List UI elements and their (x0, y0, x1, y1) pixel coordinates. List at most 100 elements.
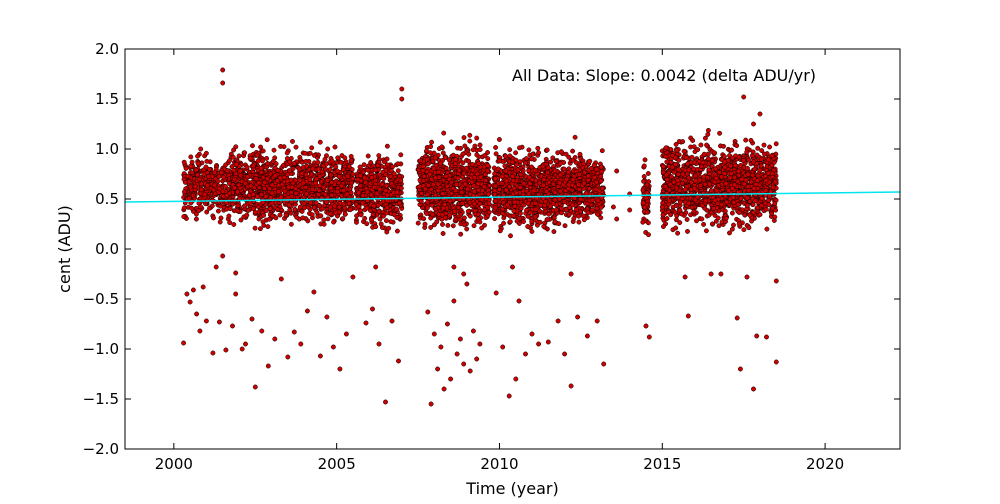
data-point (313, 180, 319, 186)
data-point (310, 166, 316, 172)
data-point (455, 175, 461, 181)
data-point (466, 158, 472, 164)
data-point (201, 171, 207, 177)
data-point (216, 174, 222, 180)
data-point (533, 206, 539, 212)
data-point (544, 147, 550, 153)
data-point (234, 161, 239, 167)
data-point (307, 150, 313, 156)
data-point (506, 184, 512, 190)
data-point (458, 145, 463, 151)
data-point (245, 207, 251, 213)
data-point (533, 168, 539, 174)
data-point (311, 205, 317, 210)
data-point (227, 158, 232, 164)
data-point (420, 168, 426, 174)
data-point (189, 159, 195, 165)
data-point (369, 175, 375, 181)
data-point (435, 169, 441, 175)
data-point (303, 185, 309, 190)
data-point (507, 153, 513, 159)
data-point (227, 206, 233, 212)
data-point (576, 219, 582, 225)
data-point (211, 182, 217, 188)
data-point (585, 210, 591, 216)
data-point (461, 215, 467, 221)
data-point (368, 160, 374, 165)
data-point (255, 158, 261, 164)
data-point (503, 153, 509, 159)
data-point (188, 184, 193, 190)
data-point (453, 182, 459, 188)
data-point (640, 200, 646, 206)
data-point (297, 166, 303, 172)
data-point (373, 167, 379, 173)
data-point (420, 163, 426, 169)
data-point (586, 173, 591, 179)
data-point (357, 164, 363, 170)
data-point (749, 153, 755, 158)
data-point (496, 158, 502, 164)
data-point (559, 206, 565, 212)
data-point (415, 220, 421, 226)
data-point (242, 150, 248, 156)
data-point (675, 230, 681, 236)
data-point (189, 170, 195, 176)
data-point (448, 139, 454, 145)
data-point (440, 221, 445, 227)
data-point (349, 167, 355, 172)
data-point (318, 179, 324, 185)
data-point (422, 221, 428, 227)
data-point (441, 130, 447, 136)
data-point (551, 215, 557, 221)
data-point (563, 151, 569, 157)
data-point (524, 207, 530, 213)
data-point (263, 194, 269, 200)
data-point (227, 220, 233, 226)
data-point (257, 226, 263, 232)
data-point (430, 212, 436, 218)
data-point (354, 213, 360, 219)
data-point (581, 180, 587, 186)
data-point (499, 174, 505, 180)
data-point (644, 190, 650, 196)
data-point (369, 217, 374, 223)
data-point (472, 201, 477, 207)
data-point (190, 193, 196, 198)
data-point (265, 161, 271, 166)
data-point (571, 216, 577, 222)
data-point (373, 224, 379, 230)
data-point (513, 190, 519, 196)
data-point (262, 186, 268, 191)
data-point (336, 174, 342, 179)
data-point (458, 231, 464, 237)
data-point (252, 225, 258, 231)
data-point (475, 181, 481, 187)
data-point (500, 210, 506, 216)
data-point (456, 205, 462, 211)
data-point (365, 153, 371, 159)
data-point (207, 205, 212, 211)
data-point (329, 158, 335, 164)
data-point (192, 183, 198, 189)
data-point (588, 165, 594, 171)
data-point (710, 221, 715, 227)
data-point (288, 210, 294, 216)
data-point (242, 203, 247, 209)
data-point (722, 208, 728, 214)
data-point (268, 195, 274, 200)
data-point (384, 205, 390, 211)
data-point (772, 201, 778, 207)
data-point (264, 155, 270, 161)
data-point (525, 213, 531, 219)
data-point (525, 201, 531, 207)
data-point (321, 184, 327, 190)
data-point (347, 207, 353, 213)
data-point (528, 210, 533, 215)
data-point (209, 174, 215, 179)
data-point (226, 213, 232, 219)
data-point (461, 222, 467, 228)
data-point (598, 215, 604, 221)
data-point (256, 180, 262, 186)
data-point (244, 164, 250, 170)
